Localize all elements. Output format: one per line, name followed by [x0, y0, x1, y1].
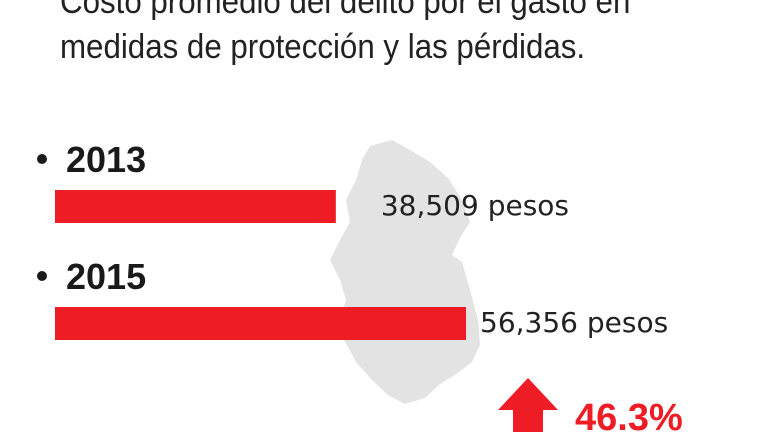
- bullet-2013: [37, 154, 47, 164]
- chart-title: Costo promedio del delito por el gasto e…: [60, 0, 631, 66]
- increase-arrow: [498, 378, 558, 432]
- value-label-2013: 38,509 pesos: [381, 189, 569, 222]
- bullet-2015: [37, 271, 47, 281]
- bar-2013: [55, 190, 336, 223]
- year-label-2013: 2013: [66, 139, 146, 180]
- change-percentage: 46.3%: [575, 397, 683, 432]
- arrow-up-icon: [498, 378, 558, 432]
- value-label-2015: 56,356 pesos: [480, 306, 668, 339]
- bar-2015: [55, 307, 466, 340]
- year-label-2015: 2015: [66, 256, 146, 297]
